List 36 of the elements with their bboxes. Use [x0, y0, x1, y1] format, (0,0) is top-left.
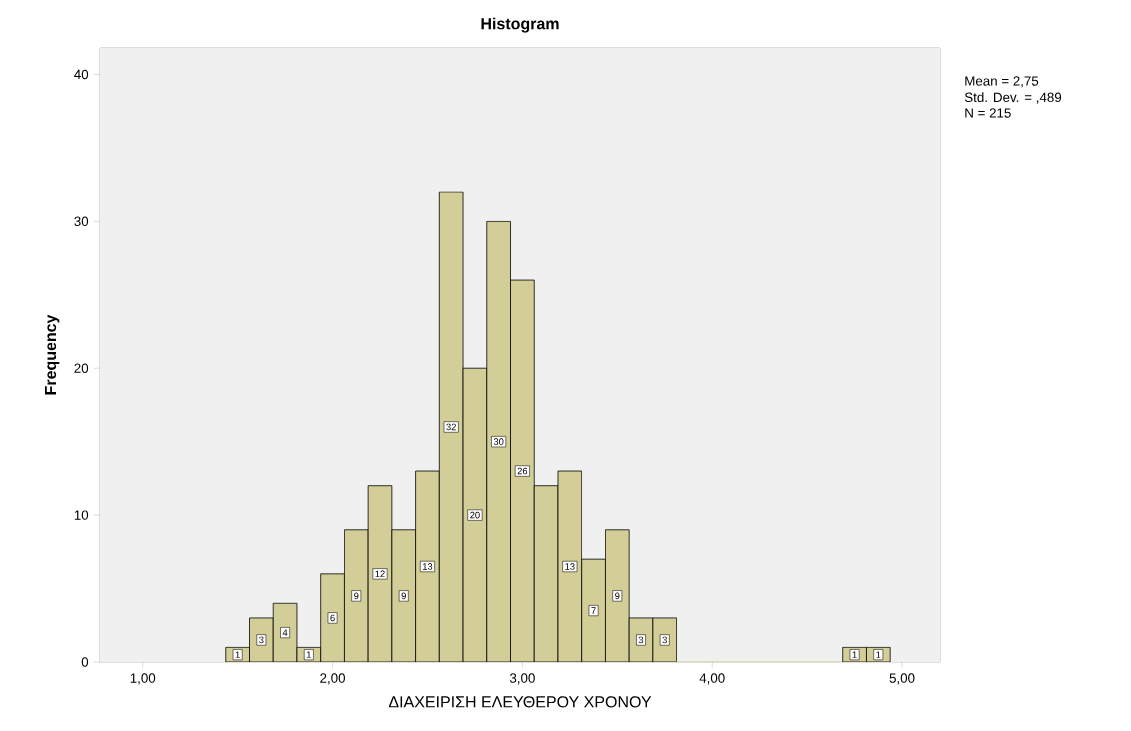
data-label: 3	[259, 636, 264, 644]
text: Std. Dev. = ,489	[964, 92, 1062, 104]
data-label: 6	[330, 614, 335, 622]
data-label: 9	[401, 592, 406, 600]
data-label: 3	[638, 636, 644, 644]
data-label: 1	[306, 651, 311, 658]
data-label: 32	[446, 423, 456, 431]
x-tick-label: 4,00	[699, 673, 725, 685]
data-label: 26	[517, 467, 528, 475]
x-axis-title: ΔΙΑΧΕΙΡΙΣΗ ΕΛΕΥΘΕΡΟΥ ΧΡΟΝΟΥ	[388, 696, 652, 708]
data-label: 1	[235, 651, 240, 658]
y-tick-label: 10	[74, 510, 89, 520]
data-label: 4	[282, 629, 288, 636]
text: N = 215	[965, 108, 1011, 118]
data-label: 1	[852, 651, 857, 658]
data-label: 12	[375, 570, 385, 578]
data-label: 20	[470, 511, 480, 519]
data-label: 30	[493, 438, 504, 445]
x-tick-label: 5,00	[889, 673, 915, 685]
data-label: 13	[565, 563, 575, 570]
data-label: 1	[876, 651, 881, 658]
x-tick-label: 3,00	[509, 673, 535, 685]
text: Mean = 2,75	[965, 76, 1039, 88]
x-tick-label: 2,00	[320, 673, 346, 685]
y-tick-label: 30	[74, 216, 89, 227]
data-label: 13	[422, 563, 433, 570]
y-tick-label: 0	[81, 657, 89, 667]
x-tick-label: 1,00	[130, 673, 156, 685]
y-tick-label: 20	[74, 363, 89, 373]
data-label: 7	[591, 607, 596, 614]
data-label: 3	[662, 636, 667, 644]
chart-title: Histogram	[481, 17, 559, 33]
y-axis-title: Frequency	[44, 314, 60, 395]
data-label: 9	[615, 592, 620, 600]
data-label: 9	[354, 592, 359, 600]
y-tick-label: 40	[74, 69, 89, 80]
